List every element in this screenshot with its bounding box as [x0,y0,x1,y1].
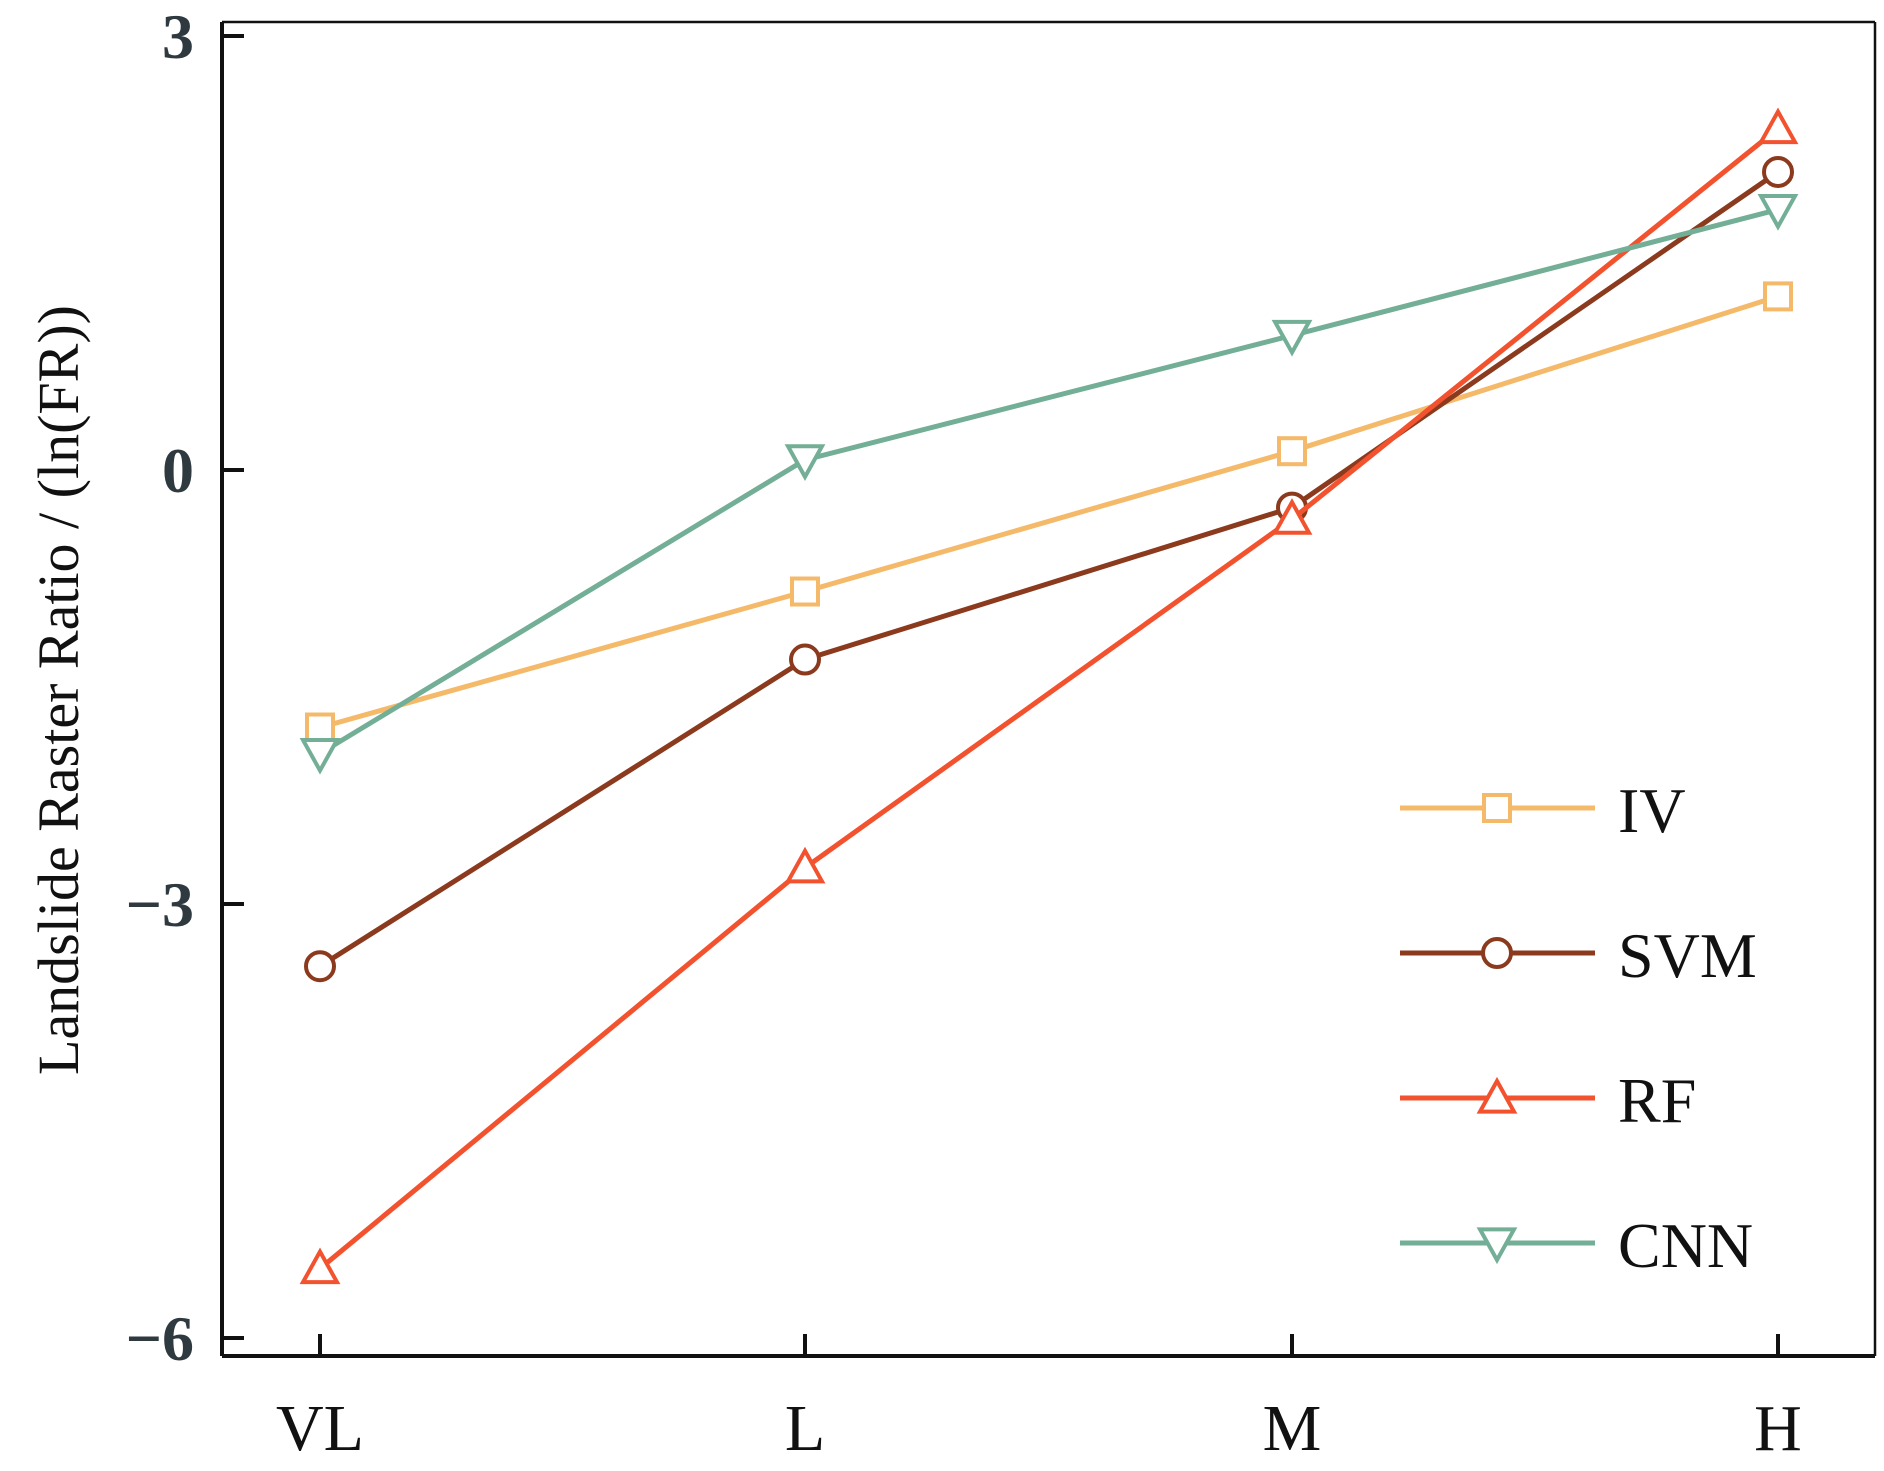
series-svm [304,155,1794,983]
legend: IV SVM RF CNN [1400,775,1757,1281]
legend-marker-rf [1476,1076,1518,1114]
legend-item-cnn: CNN [1400,1210,1753,1281]
data-point-rf [784,846,826,884]
data-point-rf [1757,107,1799,145]
plot-frame [220,20,1877,1358]
data-point-svm [304,950,336,983]
legend-label-svm: SVM [1618,920,1757,991]
y-tick-label: −3 [126,869,194,940]
data-point-iv [790,576,820,607]
x-tick-label: VL [276,1392,364,1465]
data-point-cnn [784,444,826,481]
legend-label-iv: IV [1618,775,1686,846]
x-tick-label: M [1263,1392,1322,1465]
legend-item-iv: IV [1400,775,1686,846]
series-line-iv [319,294,1779,730]
data-point-cnn [299,737,341,775]
series-iv [305,281,1793,743]
data-point-iv [305,712,335,743]
y-tick-label: 3 [162,1,194,72]
y-tick-label: 0 [162,435,194,506]
legend-item-rf: RF [1400,1065,1696,1136]
data-point-iv [1277,436,1307,467]
series-rf [299,107,1799,1285]
legend-label-rf: RF [1618,1065,1696,1136]
data-point-rf [1271,498,1313,535]
data-point-rf [299,1247,341,1285]
x-tick-label: L [785,1392,825,1465]
y-axis-title: Landslide Raster Ratio / (ln(FR)) [26,305,91,1075]
y-tick-label: −6 [126,1303,194,1374]
series-layer [299,107,1799,1285]
legend-marker-iv [1482,793,1512,823]
data-point-cnn [1757,194,1799,231]
data-point-cnn [1271,319,1313,357]
data-point-svm [1762,155,1794,188]
legend-item-svm: SVM [1400,920,1757,991]
x-tick-label: H [1754,1392,1802,1465]
series-line-svm [318,169,1780,969]
data-point-svm [789,643,821,676]
series-line-cnn [318,207,1779,756]
legend-marker-cnn [1476,1227,1518,1265]
legend-marker-svm [1481,937,1513,969]
legend-label-cnn: CNN [1618,1210,1753,1281]
data-point-iv [1763,281,1793,312]
series-line-rf [318,126,1780,1271]
axis-layer: 3 0 −3 −6 VL L M H [126,1,1802,1465]
series-cnn [299,194,1799,775]
